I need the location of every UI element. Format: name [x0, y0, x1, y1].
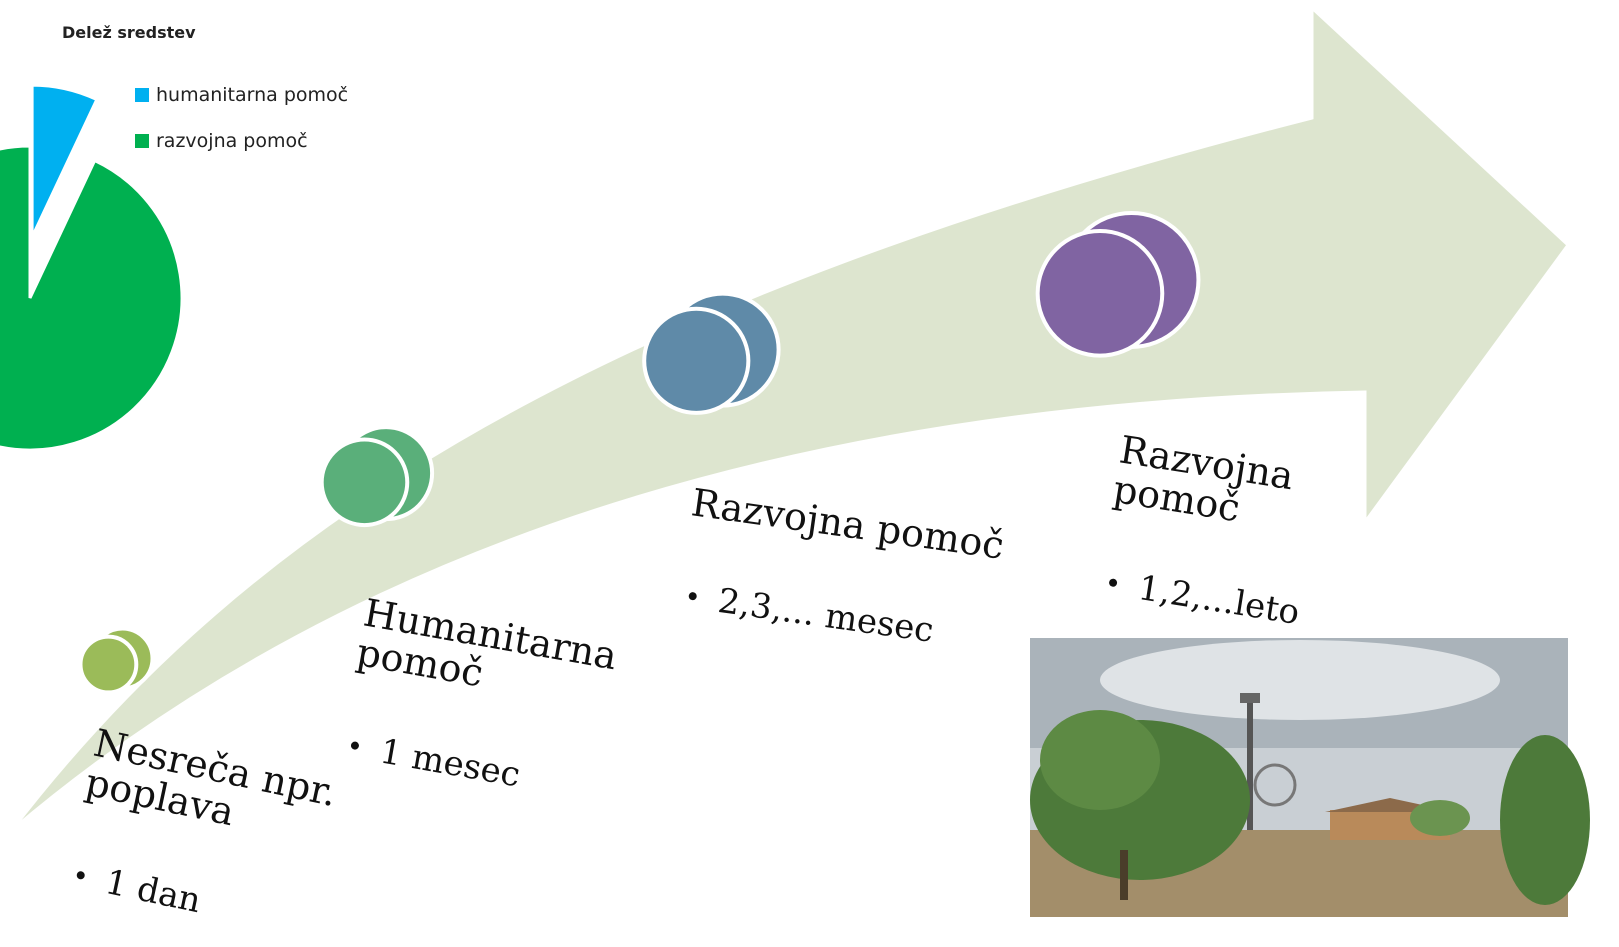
step-item: 1 dan [102, 862, 205, 921]
page: {"chart_data": {"type": "pie", "title": … [0, 0, 1619, 947]
legend-label: humanitarna pomoč [156, 84, 348, 106]
step-item: 1,2,...leto [1135, 568, 1302, 633]
legend-label: razvojna pomoč [156, 130, 308, 152]
step-text: Razvojna pomoč 2,3,... mesec [676, 480, 1007, 659]
timeline-marker [81, 629, 153, 693]
bullet [76, 871, 85, 880]
marker-front [644, 309, 748, 413]
bullet [350, 741, 359, 750]
marker-front [322, 440, 408, 526]
bullet [1108, 578, 1117, 587]
legend-swatch [135, 134, 149, 148]
slide: Delež sredstev humanitarna pomoč razvojna… [0, 0, 1619, 947]
step-title: Razvojna pomoč [689, 480, 1007, 567]
legend-swatch [135, 88, 149, 102]
step-item: 1 mesec [377, 731, 523, 795]
timeline-marker [322, 427, 432, 525]
chart-title: Delež sredstev [62, 23, 196, 42]
step-item: 2,3,... mesec [716, 581, 937, 651]
pie-slice [0, 146, 182, 450]
marker-front [81, 637, 137, 693]
timeline-marker [644, 294, 778, 413]
flood-photo [1030, 638, 1590, 917]
bullet [688, 592, 697, 601]
marker-front [1038, 231, 1163, 356]
